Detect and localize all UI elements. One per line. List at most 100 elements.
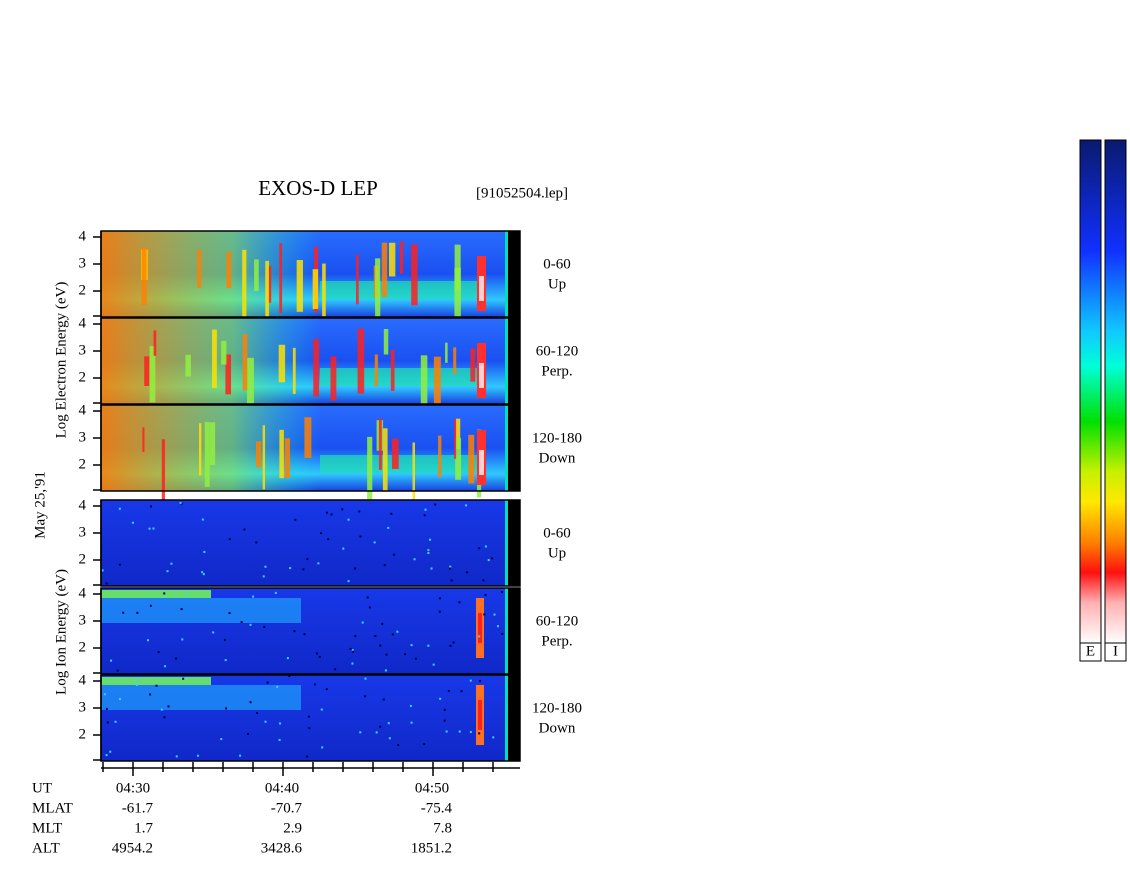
spectrogram-speckle — [445, 730, 448, 733]
spectrogram-streak — [367, 436, 373, 502]
spectrogram-streak — [455, 437, 462, 480]
spectrogram-speckle — [413, 558, 416, 561]
orbit-value: -61.7 — [122, 800, 154, 816]
spectrogram-streak — [313, 338, 320, 397]
spectrogram-speckle — [131, 521, 134, 524]
spectrogram-speckle — [276, 685, 279, 688]
spectrogram-black-stripe — [507, 318, 520, 404]
spectrogram-speckle — [478, 732, 481, 735]
spectrogram-streak — [412, 442, 416, 503]
spectrogram-speckle — [351, 649, 354, 652]
spectrogram-speckle — [478, 547, 481, 550]
spectrogram-speckle — [318, 655, 321, 658]
spectrogram-speckle — [105, 754, 108, 757]
spectrogram-band — [101, 677, 211, 685]
spectrogram-speckle — [448, 567, 451, 570]
spectrogram-speckle — [500, 591, 503, 594]
spectrogram-streak — [433, 356, 441, 415]
spectrogram-speckle — [482, 579, 485, 582]
spectrogram-streak — [242, 249, 247, 317]
spectrogram-speckle — [179, 501, 182, 504]
spectrogram-edge — [505, 588, 508, 674]
spectrogram-streak — [255, 441, 262, 468]
colorbar-label: E — [1086, 643, 1095, 659]
spectrogram-streak — [420, 355, 428, 410]
spectrogram-speckle — [105, 707, 108, 710]
spectrogram-speckle — [432, 663, 435, 666]
spectrogram-speckle — [180, 608, 183, 611]
spectrogram-streak — [445, 342, 448, 363]
spectrogram-speckle — [381, 622, 384, 625]
spectrogram-streak — [144, 356, 150, 386]
orbit-label: MLAT — [32, 800, 73, 816]
spectrogram-speckle — [175, 657, 178, 660]
spectrogram-streak — [479, 276, 484, 301]
spectrogram-speckle — [186, 593, 189, 596]
spectrogram-speckle — [314, 683, 317, 686]
spectrogram-speckle — [110, 659, 113, 662]
spectrogram-streak — [141, 247, 147, 305]
y-tick-label: 3 — [79, 699, 87, 715]
spectrogram-speckle — [396, 630, 399, 633]
spectrogram-streak — [479, 363, 484, 388]
spectrogram-speckle — [359, 535, 362, 538]
spectrogram-speckle — [423, 514, 426, 517]
spectrogram-speckle — [327, 538, 330, 541]
spectrogram-speckle — [492, 736, 495, 739]
spectrogram-speckle — [366, 596, 369, 599]
y-tick-label: 4 — [79, 315, 87, 331]
spectrogram-speckle — [249, 701, 252, 704]
spectrogram-streak — [278, 344, 286, 383]
spectrogram-speckle — [374, 635, 377, 638]
y-tick-label: 4 — [79, 585, 87, 601]
spectrogram-speckle — [404, 653, 407, 656]
electron-axis-label: Log Electron Energy (eV) — [53, 282, 69, 439]
spectrogram-streak — [381, 242, 388, 297]
spectrogram-speckle — [122, 611, 125, 614]
colorbar-label-box — [1104, 642, 1127, 662]
spectrogram-streak — [161, 439, 165, 508]
spectrogram-speckle — [181, 638, 184, 641]
spectrogram-speckle — [410, 721, 413, 724]
spectrogram-speckle — [438, 610, 441, 613]
spectrogram-speckle — [163, 592, 166, 595]
orbit-value: 04:50 — [415, 780, 449, 796]
spectrogram-speckle — [278, 738, 281, 741]
spectrogram-speckle — [160, 708, 163, 711]
spectrogram-speckle — [225, 707, 228, 710]
spectrogram-speckle — [157, 651, 160, 654]
spectrogram-speckle — [409, 704, 412, 707]
spectrogram-streak — [246, 357, 254, 410]
y-tick-label: 3 — [79, 524, 87, 540]
spectrogram-speckle — [279, 722, 282, 725]
spectrogram-speckle — [351, 662, 354, 665]
spectrogram-speckle — [240, 621, 243, 624]
spectrogram-speckle — [149, 693, 152, 696]
spectrogram-streak — [265, 260, 269, 328]
spectrogram-speckle — [262, 575, 265, 578]
spectrogram-speckle — [212, 631, 215, 634]
spectrogram-speckle — [501, 632, 504, 635]
spectrogram-speckle — [460, 690, 463, 693]
pitch-angle-label: 60-120 — [536, 343, 579, 359]
spectrogram-speckle — [443, 708, 446, 711]
spectrogram-streak — [296, 260, 303, 312]
spectrogram-streak — [478, 613, 482, 643]
spectrogram-speckle — [224, 639, 227, 642]
y-tick-label: 2 — [79, 551, 87, 567]
y-tick-label: 3 — [79, 429, 87, 445]
file-name: [91052504.lep] — [476, 185, 568, 201]
spectrogram-speckle — [109, 750, 112, 753]
spectrogram-streak — [304, 417, 312, 458]
spectrogram-speckle — [397, 743, 400, 746]
spectrogram-speckle — [449, 644, 452, 647]
spectrogram-speckle — [469, 731, 472, 734]
spectrogram-speckle — [255, 712, 258, 715]
spectrogram-streak — [279, 243, 283, 314]
orbit-value: 3428.6 — [261, 840, 303, 856]
spectrogram-streak — [357, 328, 365, 394]
spectrogram-black-stripe — [507, 405, 520, 491]
spectrogram-band — [101, 685, 301, 710]
spectrogram-streak — [153, 330, 157, 356]
